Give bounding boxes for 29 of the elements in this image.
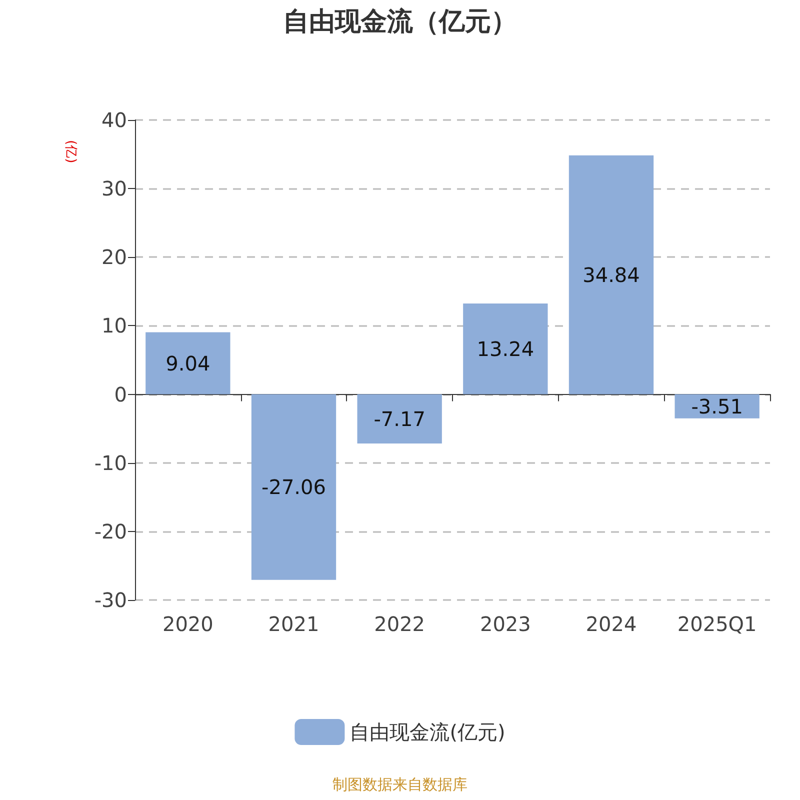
legend-label: 自由现金流(亿元) (350, 720, 506, 744)
bar (568, 155, 654, 394)
data-label: -3.51 (691, 394, 743, 418)
x-tick-label: 2021 (268, 612, 320, 636)
text: 制图数据来自数据库 (332, 776, 468, 794)
data-label: 13.24 (476, 336, 534, 361)
x-tick-label: 2022 (374, 612, 426, 636)
bar (251, 394, 336, 580)
x-tick-label: 2025Q1 (677, 612, 757, 636)
bar (463, 303, 548, 394)
chart-title: 自由现金流（亿元） (283, 7, 517, 37)
x-tick-label: 2024 (586, 612, 637, 636)
data-label: -27.06 (262, 475, 326, 500)
y-tick-label: 20 (102, 245, 127, 270)
y-tick-label: -10 (94, 450, 127, 475)
y-tick-label: -20 (94, 519, 127, 544)
data-label: 9.04 (166, 351, 210, 376)
y-tick-label: 30 (102, 176, 127, 201)
y-tick-label: 40 (102, 108, 127, 132)
bar (357, 394, 442, 444)
y-tick-label: -30 (94, 588, 127, 612)
x-tick-label: 2023 (480, 612, 531, 636)
x-tick-label: 2020 (162, 612, 214, 636)
y-tick-label: 0 (114, 382, 127, 406)
data-label: -7.17 (374, 406, 426, 431)
y-tick-label: 10 (102, 314, 127, 338)
y-axis-title: (亿) (63, 140, 78, 164)
bar (146, 332, 230, 394)
data-label: 34.84 (582, 262, 640, 287)
